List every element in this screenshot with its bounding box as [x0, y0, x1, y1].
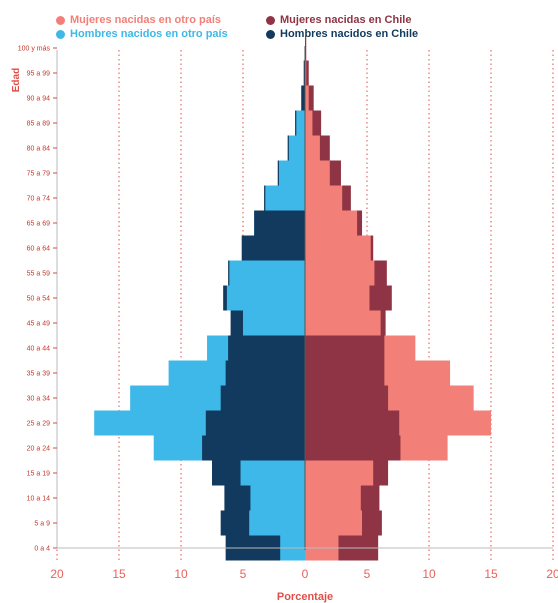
bar	[265, 185, 305, 211]
x-tick-label: 20	[50, 567, 64, 581]
axes	[53, 46, 553, 550]
bar	[296, 110, 305, 136]
legend-item-mujeres-chile: Mujeres nacidas en Chile	[266, 13, 418, 27]
y-tick-label: 50 a 54	[27, 296, 50, 303]
y-tick-label: 55 a 59	[27, 271, 50, 278]
bar	[305, 85, 309, 111]
y-tick-label: 30 a 34	[27, 396, 50, 403]
legend-swatch	[266, 15, 275, 25]
bar	[205, 410, 305, 436]
y-tick-label: 70 a 74	[27, 196, 50, 203]
bar	[220, 385, 305, 411]
bar	[303, 60, 305, 86]
y-tick-label: 65 a 69	[27, 221, 50, 228]
bar	[301, 85, 305, 111]
y-tick-label: 95 a 99	[27, 71, 50, 78]
y-axis-title: Edad	[11, 68, 22, 92]
chart-legend-right: Mujeres nacidas en Chile Hombres nacidos…	[266, 13, 418, 41]
y-tick-label: 15 a 19	[27, 471, 50, 478]
bar	[305, 285, 370, 311]
y-tick-label: 5 a 9	[34, 521, 50, 528]
bar	[240, 460, 305, 486]
bar	[305, 360, 385, 386]
bar	[305, 135, 320, 161]
bar	[228, 335, 305, 361]
legend-label: Hombres nacidos en otro país	[70, 28, 228, 40]
bar	[241, 235, 305, 261]
y-tick-label: 0 a 4	[34, 546, 50, 553]
y-tick-label: 45 a 49	[27, 321, 50, 328]
bar	[305, 35, 307, 61]
legend-item-hombres-otro-pais: Hombres nacidos en otro país	[56, 27, 228, 41]
legend-label: Mujeres nacidas en Chile	[280, 14, 412, 26]
bar	[305, 485, 361, 511]
bar	[305, 460, 374, 486]
y-tick-label: 75 a 79	[27, 171, 50, 178]
legend-item-mujeres-otro-pais: Mujeres nacidas en otro país	[56, 13, 228, 27]
legend-swatch	[266, 29, 275, 39]
bar	[305, 410, 400, 436]
legend-label: Mujeres nacidas en otro país	[70, 14, 221, 26]
x-tick-label: 0	[302, 567, 309, 581]
bar	[305, 210, 358, 236]
bar	[305, 60, 307, 86]
bar	[249, 510, 305, 536]
bars	[94, 35, 491, 561]
bar	[305, 160, 330, 186]
bar	[278, 160, 305, 186]
x-tick-label: 15	[112, 567, 126, 581]
y-tick-label: 85 a 89	[27, 121, 50, 128]
x-tick-label: 5	[240, 567, 247, 581]
bar	[250, 485, 305, 511]
x-tick-label: 10	[422, 567, 436, 581]
x-axis-title: Porcentaje	[277, 591, 333, 603]
y-tick-label: 80 a 84	[27, 146, 50, 153]
bar	[305, 260, 375, 286]
labels: 0 a 4 5 a 9 10 a 14 15 a 19 20 a 24 25 a 29 30…	[11, 46, 558, 603]
bar	[305, 510, 363, 536]
bar	[305, 335, 385, 361]
y-tick-label: 60 a 64	[27, 246, 50, 253]
bar	[229, 260, 305, 286]
bar	[225, 360, 305, 386]
bar	[202, 435, 305, 461]
bar	[305, 60, 309, 86]
legend-item-hombres-chile: Hombres nacidos en Chile	[266, 27, 418, 41]
bar	[288, 135, 305, 161]
bar	[243, 310, 305, 336]
legend-label: Hombres nacidos en Chile	[280, 28, 419, 40]
bar	[305, 310, 381, 336]
y-tick-label: 20 a 24	[27, 446, 50, 453]
x-tick-label: 15	[484, 567, 498, 581]
y-tick-label: 90 a 94	[27, 96, 50, 103]
y-tick-label: 40 a 44	[27, 346, 50, 353]
bar	[305, 185, 343, 211]
bar	[254, 210, 305, 236]
bar	[305, 110, 313, 136]
y-tick-label: 35 a 39	[27, 371, 50, 378]
y-tick-label: 25 a 29	[27, 421, 50, 428]
x-tick-label: 20	[546, 567, 558, 581]
legend-swatch	[56, 15, 65, 25]
bar	[305, 235, 371, 261]
y-tick-label: 10 a 14	[27, 496, 50, 503]
bar	[226, 285, 305, 311]
y-tick-label: 100 y más	[18, 46, 51, 53]
legend-swatch	[56, 29, 65, 39]
bar	[305, 435, 401, 461]
bar	[305, 385, 389, 411]
bar	[305, 85, 314, 111]
x-tick-label: 10	[174, 567, 188, 581]
chart-legend-left: Mujeres nacidas en otro país Hombres nac…	[56, 13, 228, 41]
x-tick-label: 5	[364, 567, 371, 581]
